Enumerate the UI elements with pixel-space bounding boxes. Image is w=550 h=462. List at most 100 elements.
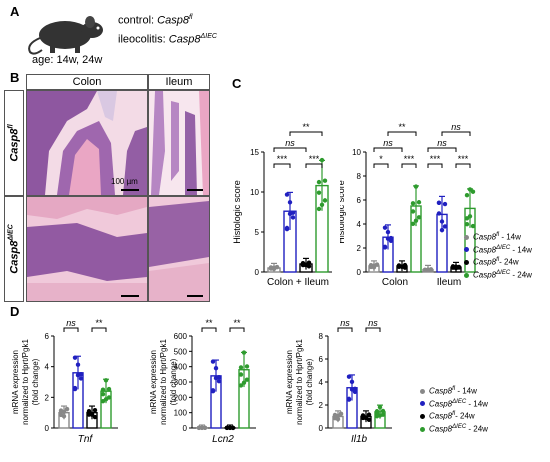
data-point xyxy=(456,264,462,270)
significance-bracket xyxy=(373,147,403,152)
age-label: age: 14w, 24w xyxy=(32,54,103,66)
legend-item: Casp8ΔIEC - 24w xyxy=(420,422,488,435)
data-point xyxy=(216,379,222,384)
data-point xyxy=(238,365,244,370)
data-point xyxy=(368,264,374,270)
legend-marker xyxy=(420,401,425,407)
data-point xyxy=(428,267,434,272)
histology-colon-ieci xyxy=(26,196,148,302)
legend-sup: ΔIEC xyxy=(496,244,511,251)
significance-label: ns xyxy=(383,138,393,148)
y-axis-label-line: mRNA expression xyxy=(11,350,20,414)
data-point xyxy=(374,414,380,419)
y-tick-label: 2 xyxy=(357,244,362,253)
panel-label-d: D xyxy=(10,304,20,319)
data-point xyxy=(352,389,358,395)
data-point xyxy=(374,262,380,267)
legend-geno: Casp8 xyxy=(429,411,453,421)
data-point xyxy=(196,425,202,431)
y-tick-label: 10 xyxy=(352,148,361,157)
data-point xyxy=(332,416,338,421)
y-tick-label: 15 xyxy=(250,148,259,157)
significance-label: ns xyxy=(437,138,447,148)
data-point xyxy=(92,407,98,413)
data-point xyxy=(100,387,106,392)
legend-item: Casp8ΔIEC - 14w xyxy=(420,397,488,410)
data-point xyxy=(346,374,352,379)
data-point xyxy=(422,267,428,273)
significance-bracket xyxy=(427,163,443,168)
legend-marker xyxy=(420,413,425,419)
data-point xyxy=(360,413,366,418)
data-point xyxy=(306,260,312,265)
data-point xyxy=(413,218,419,223)
data-point xyxy=(210,359,216,364)
panel-label-a: A xyxy=(10,4,20,19)
data-point xyxy=(410,201,416,206)
data-point xyxy=(210,388,216,393)
significance-bracket xyxy=(229,327,245,332)
y-axis-label-line: (fold change) xyxy=(169,358,178,405)
data-point xyxy=(380,408,386,414)
legend-d: Casp8fl - 14w Casp8ΔIEC - 14w Casp8fl- 24w… xyxy=(420,384,488,435)
y-tick-label: 0 xyxy=(255,268,260,277)
data-point xyxy=(213,366,219,371)
significance-bracket xyxy=(441,131,471,136)
data-point xyxy=(366,417,372,422)
data-point xyxy=(216,375,222,380)
significance-label: *** xyxy=(430,154,441,164)
histology-ileum-fl xyxy=(148,90,210,196)
legend-sup: fl xyxy=(452,411,456,418)
data-point xyxy=(385,229,391,235)
significance-bracket xyxy=(373,163,389,168)
legend-item: Casp8fl - 14w xyxy=(420,384,488,397)
y-tick-label: 0 xyxy=(357,268,362,277)
y-tick-label: 8 xyxy=(319,332,324,341)
row-label-fl: Casp8fl xyxy=(4,90,24,196)
data-point xyxy=(416,215,422,220)
data-point xyxy=(410,209,416,214)
data-point xyxy=(287,200,293,205)
y-tick-label: 4 xyxy=(319,378,324,387)
gene-label: Tnf xyxy=(78,434,94,445)
data-point xyxy=(388,238,394,243)
data-point xyxy=(316,190,322,195)
data-point xyxy=(402,262,408,268)
data-point xyxy=(380,412,386,417)
data-point xyxy=(439,227,445,233)
significance-label: ns xyxy=(66,318,76,328)
significance-bracket xyxy=(289,131,323,136)
y-tick-label: 400 xyxy=(174,363,188,372)
significance-bracket xyxy=(337,327,353,332)
significance-label: ** xyxy=(205,318,213,328)
legend-age: - 24w xyxy=(466,424,488,434)
legend-marker xyxy=(464,272,469,278)
data-point xyxy=(349,379,355,385)
data-point xyxy=(319,202,325,207)
data-point xyxy=(202,425,208,431)
y-tick-label: 2 xyxy=(319,401,324,410)
y-tick-label: 8 xyxy=(357,172,362,181)
scale-bar xyxy=(187,295,203,297)
significance-bracket xyxy=(91,327,107,332)
legend-geno: Casp8 xyxy=(473,245,497,255)
data-point xyxy=(72,355,78,360)
data-point xyxy=(92,414,98,420)
legend-sup: fl xyxy=(496,232,500,238)
legend-geno: Casp8 xyxy=(429,424,453,434)
data-point xyxy=(284,192,290,197)
significance-bracket xyxy=(273,163,291,168)
data-point xyxy=(224,425,230,431)
data-point xyxy=(78,376,84,381)
legend-age: - 14w xyxy=(466,399,488,409)
legend-sup: fl xyxy=(496,257,500,264)
panel-label-b: B xyxy=(10,70,20,85)
y-tick-label: 200 xyxy=(174,393,188,402)
data-point xyxy=(274,264,280,270)
data-point xyxy=(100,398,106,404)
data-point xyxy=(442,224,448,229)
histology-colon-fl: 100 µm xyxy=(26,90,148,196)
significance-bracket xyxy=(455,163,471,168)
data-point xyxy=(377,404,383,410)
data-point xyxy=(346,396,352,402)
